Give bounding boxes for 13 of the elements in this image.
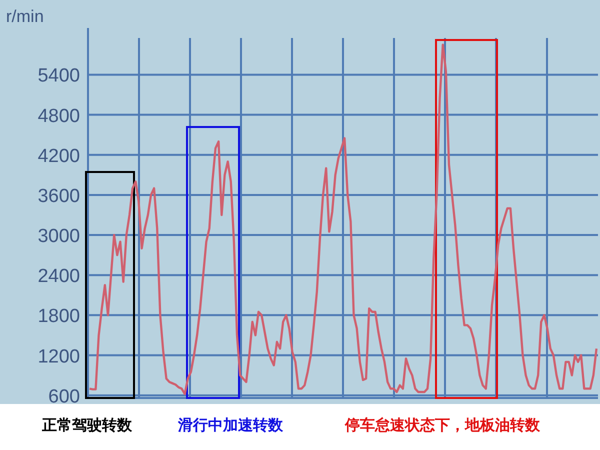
y-tick-label: 600	[48, 386, 80, 408]
y-tick-label: 2400	[38, 266, 80, 288]
y-tick-label: 1200	[38, 346, 80, 368]
y-tick-label: 4200	[38, 146, 80, 167]
y-tick-label: 4800	[38, 106, 80, 127]
text: 滑行中加速转数	[177, 417, 284, 434]
text: 正常驾驶转数	[41, 417, 133, 434]
y-tick-label: 1800	[38, 306, 80, 328]
text: 停车怠速状态下，地板油转数	[344, 416, 541, 434]
y-tick-label: 3000	[38, 226, 80, 248]
y-tick-label: 3600	[38, 186, 80, 207]
y-tick-label: 5400	[38, 66, 80, 87]
y-axis-title: r/min	[6, 7, 44, 26]
